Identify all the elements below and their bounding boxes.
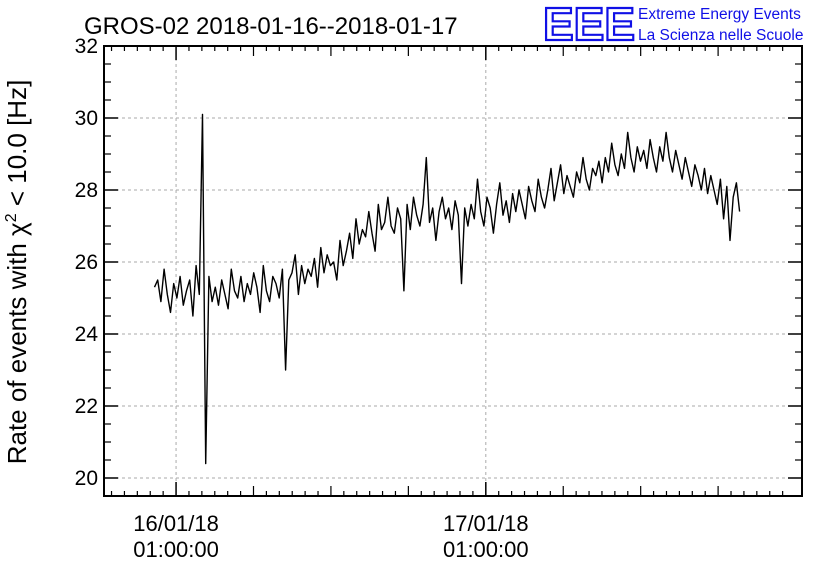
eee-logo-line2: La Scienza nelle Scuole [638, 27, 803, 44]
eee-logo: EEE Extreme Energy Events La Scienza nel… [542, 0, 804, 51]
x-tick-label-time: 01:00:00 [133, 537, 219, 562]
plot-frame [103, 45, 803, 497]
x-tick-label-date: 17/01/18 [443, 511, 529, 536]
x-tick-label-time: 01:00:00 [443, 537, 529, 562]
series-line [153, 113, 741, 465]
y-axis: 20 22 24 26 28 30 32 [75, 35, 802, 497]
y-tick-label: 22 [75, 395, 98, 418]
y-tick-label: 30 [75, 107, 98, 130]
y-tick-label: 32 [75, 35, 98, 58]
grid [104, 45, 802, 496]
eee-logo-mark: EEE [543, 0, 635, 50]
y-axis-label-symbol: χ [2, 222, 32, 236]
y-tick-label: 28 [75, 179, 98, 202]
data-series [153, 113, 741, 465]
eee-logo-line1: Extreme Energy Events [638, 6, 801, 23]
y-tick-label: 20 [75, 467, 98, 490]
y-tick-label: 24 [75, 323, 99, 346]
y-axis-label: Rate of events with χ2 < 10.0 [Hz] [2, 80, 32, 465]
chart-title: GROS-02 2018-01-16--2018-01-17 [84, 13, 458, 40]
x-tick-label-date: 16/01/18 [133, 511, 219, 536]
y-axis-label-suffix: < 10.0 [Hz] [2, 80, 32, 214]
y-axis-label-superscript: 2 [3, 213, 20, 222]
y-axis-label-prefix: Rate of events with [2, 236, 32, 464]
y-tick-label: 26 [75, 251, 98, 274]
